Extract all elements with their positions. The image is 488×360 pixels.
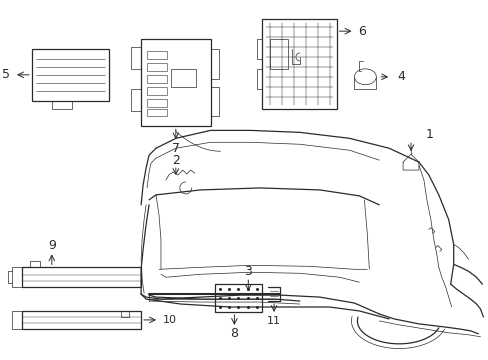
Text: 1: 1 [425,128,433,141]
Text: 7: 7 [171,142,180,155]
Bar [214,284,262,312]
Text: 4: 4 [396,70,404,83]
Text: 2: 2 [172,154,180,167]
Text: 6: 6 [358,24,366,38]
Bar [262,19,336,109]
Text: 8: 8 [230,327,238,340]
Bar [147,75,166,83]
Text: 11: 11 [266,316,281,326]
Bar [32,49,109,100]
Bar [147,99,166,107]
Bar [147,63,166,71]
Bar [22,311,141,329]
Text: 10: 10 [163,315,177,325]
Bar [170,69,195,87]
Bar [147,109,166,117]
Text: 9: 9 [48,239,56,252]
Text: 3: 3 [244,265,252,278]
Bar [147,51,166,59]
Bar [22,267,141,287]
Text: 5: 5 [2,68,10,81]
Bar [147,87,166,95]
Bar [269,39,287,69]
Bar [141,39,210,126]
